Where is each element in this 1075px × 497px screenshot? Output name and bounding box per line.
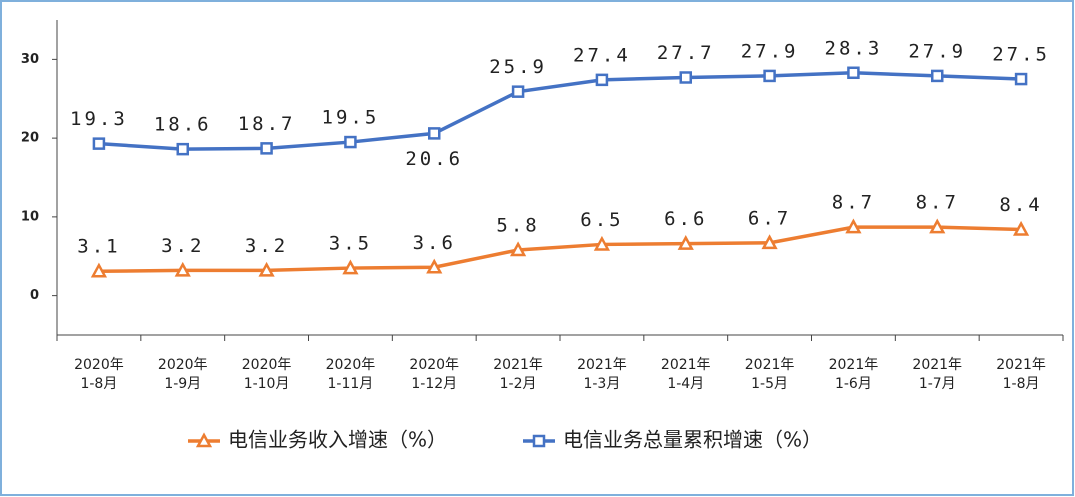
marker [679,71,692,84]
marker [532,434,546,448]
data-label: 19.3 [70,108,128,130]
x-tick-label: 2021年 1-4月 [661,357,711,392]
y-tick-label: 20 [21,131,39,146]
marker [761,234,778,250]
data-label: 3.2 [161,235,204,257]
marker [258,261,275,277]
data-label: 3.1 [77,236,120,258]
marker [677,235,694,250]
data-label: 8.7 [916,192,959,214]
marker [595,73,609,87]
x-tick-label: 2021年 1-7月 [912,357,962,392]
data-label: 5.8 [496,214,539,236]
data-label: 6.5 [580,209,623,231]
data-label: 27.9 [741,40,799,62]
data-label: 8.4 [999,194,1042,216]
marker [929,218,946,234]
legend-label: 电信业务总量累积增速（%） [563,428,822,452]
marker [847,66,860,80]
marker [195,432,213,448]
series-line [98,71,1022,151]
x-tick-label: 2020年 1-11月 [326,357,376,392]
legend-item: 电信业务总量累积增速（%） [523,428,822,452]
data-label: 27.5 [992,44,1050,66]
marker [260,142,273,155]
x-tick-label: 2021年 1-5月 [745,357,795,392]
marker [92,137,106,150]
series-line [98,225,1022,273]
data-label: 6.6 [664,208,707,230]
x-tick-label: 2021年 1-3月 [577,357,627,392]
y-tick-label: 0 [30,288,39,303]
marker [931,69,944,83]
marker [593,235,611,251]
x-tick-label: 2021年 1-2月 [493,357,543,392]
data-label: 6.7 [748,207,791,229]
data-label: 19.5 [322,107,380,129]
marker [1012,220,1030,236]
y-tick-label: 30 [21,52,39,67]
x-tick-label: 2021年 1-8月 [996,357,1046,392]
data-label: 3.2 [245,235,288,257]
legend-item: 电信业务收入增速（%） [188,428,447,452]
data-label: 20.6 [405,148,463,170]
marker [509,241,527,257]
marker [511,85,525,98]
data-label: 18.7 [238,113,296,135]
marker [845,218,862,234]
marker [428,127,441,140]
marker [342,259,359,275]
data-label: 27.7 [657,42,715,64]
x-tick-label: 2020年 1-10月 [242,357,292,392]
x-tick-label: 2020年 1-12月 [409,357,459,392]
x-tick-label: 2020年 1-9月 [158,357,208,392]
data-label: 27.4 [573,44,631,66]
marker [176,142,189,156]
data-label: 25.9 [489,56,547,78]
data-label: 8.7 [832,192,875,214]
data-label: 27.9 [908,40,966,62]
data-label: 3.5 [329,233,372,255]
marker [90,262,108,278]
data-label: 18.6 [154,114,212,136]
x-tick-label: 2021年 1-6月 [829,357,879,392]
marker [1014,72,1028,86]
marker [763,69,776,83]
data-label: 3.6 [413,232,456,254]
data-label: 28.3 [825,37,883,59]
marker [174,261,191,277]
marker [344,135,357,149]
legend-label: 电信业务收入增速（%） [228,428,447,452]
marker [426,258,443,274]
y-tick-label: 10 [21,209,39,224]
x-tick-label: 2020年 1-8月 [74,357,124,392]
